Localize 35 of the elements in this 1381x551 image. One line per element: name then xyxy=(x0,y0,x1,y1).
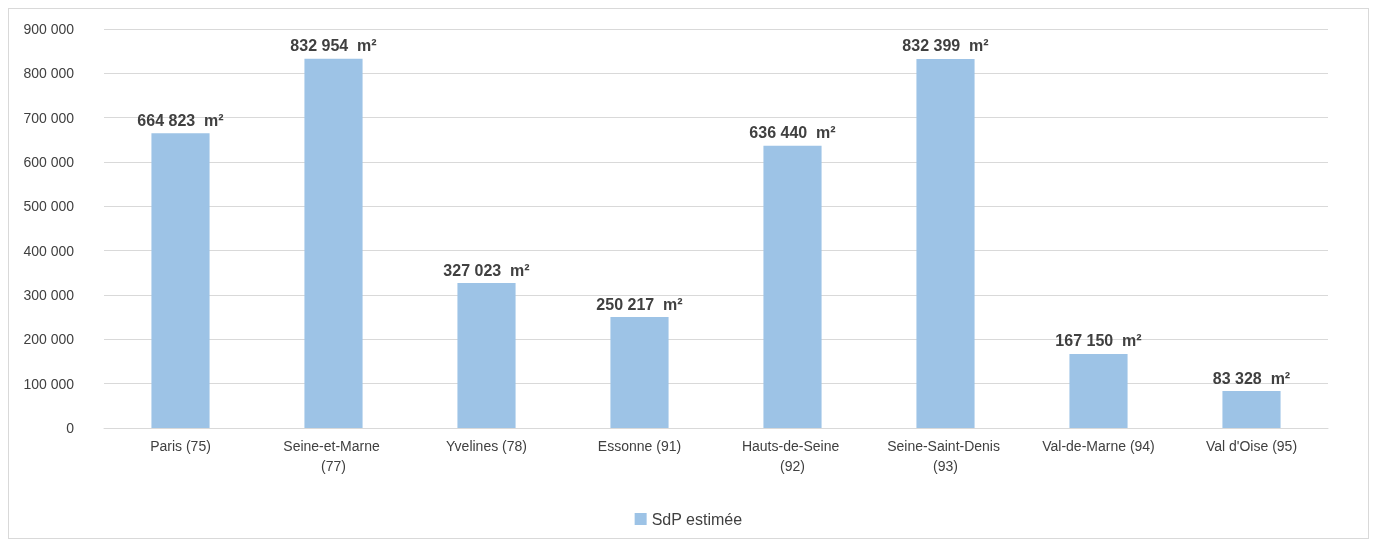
data-label: 250 217 m² xyxy=(596,295,683,313)
data-label: 832 399 m² xyxy=(902,37,989,55)
x-tick-label: Val-de-Marne (94) xyxy=(1042,438,1155,454)
bar xyxy=(916,58,975,428)
y-tick-label: 0 xyxy=(66,420,75,436)
x-tick-label: Seine-et-Marne (77) xyxy=(283,438,384,474)
y-tick-label: 200 000 xyxy=(23,331,75,348)
y-tick-label: 300 000 xyxy=(23,287,75,303)
bar xyxy=(457,283,516,428)
data-label: 83 328 m² xyxy=(1212,369,1291,387)
x-tick-label: Seine-Saint-Denis (93) xyxy=(887,438,1004,474)
bar xyxy=(763,145,822,428)
y-tick-label: 600 000 xyxy=(23,154,75,170)
data-label: 167 150 m² xyxy=(1055,332,1142,350)
data-label: 327 023 m² xyxy=(443,261,530,279)
x-tick-label: Yvelines (78) xyxy=(446,438,527,454)
bar xyxy=(151,133,210,428)
y-tick-label: 100 000 xyxy=(23,375,75,392)
x-tick-label: Hauts-de-Seine (92) xyxy=(741,438,844,474)
legend-label: SdP estimée xyxy=(651,510,743,528)
y-tick-label: 900 000 xyxy=(23,21,75,37)
data-label: 664 823 m² xyxy=(137,111,224,129)
data-label: 832 954 m² xyxy=(290,37,377,55)
bar xyxy=(304,58,363,428)
bar xyxy=(1069,353,1128,428)
x-tick-label: Val d'Oise (95) xyxy=(1205,438,1298,454)
x-tick-label: Paris (75) xyxy=(150,438,211,454)
y-tick-label: 800 000 xyxy=(23,65,75,82)
bar xyxy=(610,317,669,428)
y-tick-label: 400 000 xyxy=(23,242,75,259)
x-tick-label: Essonne (91) xyxy=(597,438,682,454)
y-tick-label: 700 000 xyxy=(23,109,75,126)
data-label: 636 440 m² xyxy=(749,124,836,142)
bar xyxy=(1222,391,1281,428)
y-tick-label: 500 000 xyxy=(23,198,75,215)
